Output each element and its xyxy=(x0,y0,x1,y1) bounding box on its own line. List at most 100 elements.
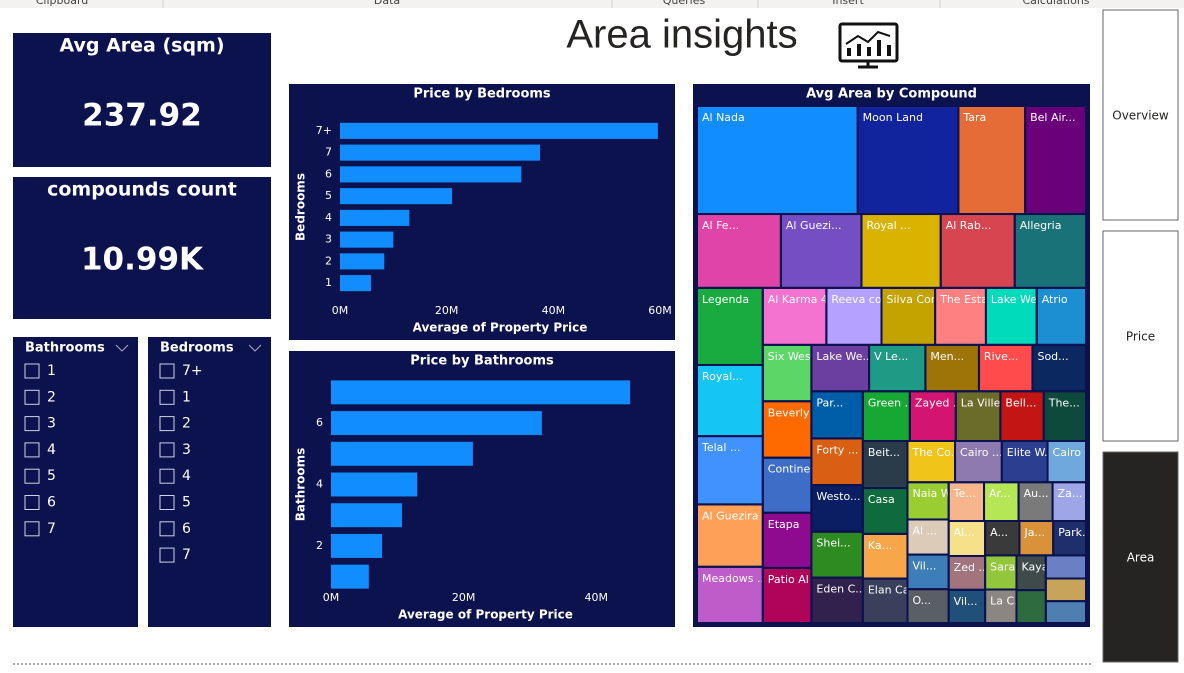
checkbox[interactable] xyxy=(24,416,40,432)
ribbon-label[interactable]: Clipboard xyxy=(36,0,89,7)
treemap-rect[interactable] xyxy=(698,437,762,504)
slicer-item[interactable]: 1 xyxy=(182,389,191,405)
treemap-rect[interactable] xyxy=(949,590,985,622)
slicer-chevron[interactable] xyxy=(115,344,129,352)
treemap-rect[interactable] xyxy=(812,486,862,531)
treemap-rect[interactable] xyxy=(1017,591,1045,622)
bar[interactable] xyxy=(331,472,418,497)
treemap-rect[interactable] xyxy=(949,483,984,521)
treemap-rect[interactable] xyxy=(698,215,780,287)
treemap-rect[interactable] xyxy=(812,345,869,391)
slicer-item[interactable]: 1 xyxy=(47,363,56,379)
treemap-rect[interactable] xyxy=(908,590,948,622)
treemap-rect[interactable] xyxy=(870,345,925,391)
treemap-rect[interactable] xyxy=(959,107,1025,214)
bar[interactable] xyxy=(340,188,452,205)
treemap-rect[interactable] xyxy=(941,215,1014,287)
nav-label[interactable]: Area xyxy=(1127,551,1155,565)
treemap-rect[interactable] xyxy=(1033,345,1085,391)
nav-label[interactable]: Overview xyxy=(1112,109,1169,123)
treemap-rect[interactable] xyxy=(698,107,857,214)
ribbon-label[interactable]: Queries xyxy=(663,0,706,7)
treemap-rect[interactable] xyxy=(1002,441,1047,482)
treemap-rect[interactable] xyxy=(986,556,1016,589)
nav-button[interactable] xyxy=(1102,230,1179,442)
treemap-rect[interactable] xyxy=(908,520,948,554)
treemap-rect[interactable] xyxy=(1015,215,1085,287)
treemap-rect[interactable] xyxy=(698,505,762,566)
ribbon-label[interactable]: Insert xyxy=(832,0,864,7)
slicer-item[interactable]: 6 xyxy=(182,521,191,537)
treemap-rect[interactable] xyxy=(858,107,958,214)
treemap-rect[interactable] xyxy=(863,441,907,488)
treemap-rect[interactable] xyxy=(863,534,907,578)
treemap-rect[interactable] xyxy=(956,441,1001,482)
slicer-item[interactable]: 3 xyxy=(47,416,56,432)
bar[interactable] xyxy=(331,441,473,466)
bar[interactable] xyxy=(340,231,394,248)
checkbox[interactable] xyxy=(159,363,175,379)
nav-button[interactable] xyxy=(1102,9,1179,221)
checkbox[interactable] xyxy=(24,468,40,484)
treemap-rect[interactable] xyxy=(698,567,762,622)
treemap-rect[interactable] xyxy=(986,522,1019,555)
treemap-rect[interactable] xyxy=(812,578,862,622)
slicer-item[interactable]: 4 xyxy=(182,468,191,484)
treemap-rect[interactable] xyxy=(1046,556,1085,578)
treemap-rect[interactable] xyxy=(863,392,909,440)
nav-button[interactable] xyxy=(1102,451,1179,663)
ribbon-label[interactable]: Data xyxy=(374,0,400,7)
checkbox[interactable] xyxy=(159,416,175,432)
checkbox[interactable] xyxy=(24,363,40,379)
nav-label[interactable]: Price xyxy=(1126,330,1155,344)
treemap-rect[interactable] xyxy=(1053,483,1085,521)
treemap-rect[interactable] xyxy=(1048,441,1085,482)
bar[interactable] xyxy=(340,209,410,226)
treemap-rect[interactable] xyxy=(949,522,985,555)
slicer-item[interactable]: 6 xyxy=(47,495,56,511)
treemap-rect[interactable] xyxy=(910,392,955,440)
slicer-item[interactable]: 4 xyxy=(47,442,56,458)
checkbox[interactable] xyxy=(24,389,40,405)
checkbox[interactable] xyxy=(24,442,40,458)
treemap-rect[interactable] xyxy=(812,532,862,577)
treemap-rect[interactable] xyxy=(1026,107,1085,214)
checkbox[interactable] xyxy=(159,468,175,484)
treemap-rect[interactable] xyxy=(985,483,1018,521)
slicer-item[interactable]: 7 xyxy=(47,521,56,537)
slicer-item[interactable]: 7 xyxy=(182,547,191,563)
treemap-rect[interactable] xyxy=(1020,522,1053,555)
treemap-rect[interactable] xyxy=(949,556,985,589)
slicer-item[interactable]: 5 xyxy=(47,468,56,484)
checkbox[interactable] xyxy=(159,495,175,510)
treemap-rect[interactable] xyxy=(763,458,811,512)
treemap-rect[interactable] xyxy=(763,402,811,457)
bar[interactable] xyxy=(331,411,542,436)
treemap-rect[interactable] xyxy=(698,288,762,364)
checkbox[interactable] xyxy=(159,521,175,537)
treemap-rect[interactable] xyxy=(763,513,811,567)
ribbon-label[interactable]: Calculations xyxy=(1022,0,1089,7)
slicer-item[interactable]: 3 xyxy=(182,442,191,458)
treemap-rect[interactable] xyxy=(882,288,935,344)
checkbox[interactable] xyxy=(159,547,175,563)
bar[interactable] xyxy=(331,503,402,528)
treemap-rect[interactable] xyxy=(956,392,1000,440)
treemap-rect[interactable] xyxy=(763,568,811,622)
treemap-rect[interactable] xyxy=(1017,556,1045,590)
treemap-rect[interactable] xyxy=(1019,483,1052,521)
checkbox[interactable] xyxy=(159,389,175,405)
treemap-rect[interactable] xyxy=(1046,602,1085,622)
treemap-rect[interactable] xyxy=(979,345,1032,391)
bar[interactable] xyxy=(331,564,369,589)
treemap-rect[interactable] xyxy=(986,288,1036,344)
treemap-rect[interactable] xyxy=(908,441,955,482)
bar[interactable] xyxy=(340,166,522,183)
checkbox[interactable] xyxy=(24,495,40,510)
slicer-item[interactable]: 5 xyxy=(182,495,191,511)
treemap-rect[interactable] xyxy=(986,590,1016,622)
treemap-rect[interactable] xyxy=(1054,522,1085,555)
checkbox[interactable] xyxy=(159,442,175,458)
bar[interactable] xyxy=(340,144,540,161)
treemap-rect[interactable] xyxy=(1037,288,1085,344)
